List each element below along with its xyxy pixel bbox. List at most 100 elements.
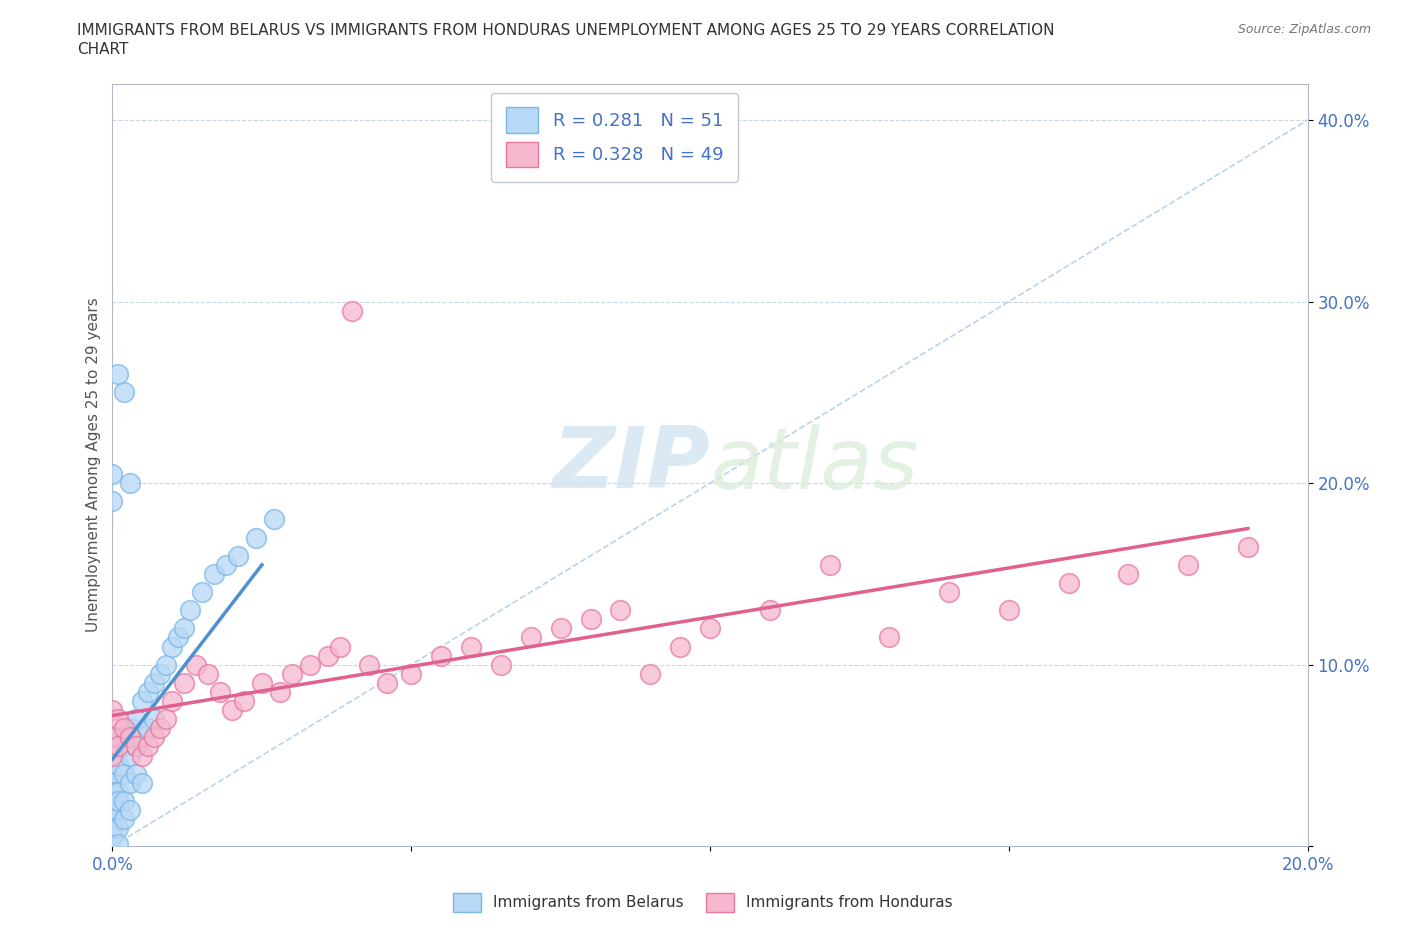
Point bbox=[143, 675, 166, 690]
Point bbox=[269, 684, 291, 699]
Point bbox=[281, 667, 304, 682]
Point bbox=[101, 467, 124, 482]
Point bbox=[107, 793, 129, 808]
Point bbox=[149, 721, 172, 736]
Point bbox=[202, 566, 225, 581]
Text: atlas: atlas bbox=[710, 423, 918, 507]
Point bbox=[179, 603, 201, 618]
Point bbox=[107, 757, 129, 772]
Point bbox=[173, 675, 195, 690]
Point bbox=[120, 803, 142, 817]
Text: Source: ZipAtlas.com: Source: ZipAtlas.com bbox=[1237, 23, 1371, 36]
Point bbox=[107, 837, 129, 852]
Point bbox=[489, 658, 512, 672]
Point bbox=[1057, 576, 1080, 591]
Point bbox=[114, 766, 135, 781]
Point bbox=[186, 658, 208, 672]
Point bbox=[101, 703, 124, 718]
Point bbox=[101, 766, 124, 781]
Point bbox=[101, 776, 124, 790]
Point bbox=[699, 621, 721, 636]
Point bbox=[879, 630, 901, 644]
Point bbox=[107, 730, 129, 745]
Point bbox=[377, 675, 399, 690]
Point bbox=[329, 639, 352, 654]
Point bbox=[162, 694, 183, 709]
Point bbox=[197, 667, 219, 682]
Point bbox=[520, 630, 543, 644]
Point bbox=[101, 730, 124, 745]
Text: ZIP: ZIP bbox=[553, 423, 710, 507]
Text: IMMIGRANTS FROM BELARUS VS IMMIGRANTS FROM HONDURAS UNEMPLOYMENT AMONG AGES 25 T: IMMIGRANTS FROM BELARUS VS IMMIGRANTS FR… bbox=[77, 23, 1054, 38]
Point bbox=[125, 711, 148, 726]
Point bbox=[155, 711, 177, 726]
Point bbox=[114, 721, 135, 736]
Point bbox=[101, 494, 124, 509]
Text: CHART: CHART bbox=[77, 42, 129, 57]
Point bbox=[149, 667, 172, 682]
Point bbox=[1237, 539, 1260, 554]
Point bbox=[101, 812, 124, 827]
Point bbox=[114, 793, 135, 808]
Point bbox=[114, 739, 135, 754]
Point bbox=[125, 739, 148, 754]
Point bbox=[191, 585, 214, 600]
Point bbox=[938, 585, 960, 600]
Point bbox=[120, 748, 142, 763]
Point bbox=[143, 730, 166, 745]
Point bbox=[101, 830, 124, 844]
Point bbox=[120, 730, 142, 745]
Point bbox=[209, 684, 232, 699]
Point bbox=[550, 621, 572, 636]
Point bbox=[460, 639, 482, 654]
Point bbox=[131, 694, 153, 709]
Point bbox=[107, 739, 129, 754]
Point bbox=[138, 739, 160, 754]
Point bbox=[101, 748, 124, 763]
Point bbox=[818, 557, 841, 572]
Point bbox=[759, 603, 782, 618]
Point bbox=[101, 799, 124, 814]
Point bbox=[167, 630, 190, 644]
Point bbox=[114, 385, 135, 400]
Point bbox=[107, 784, 129, 799]
Point bbox=[226, 549, 249, 564]
Point bbox=[579, 612, 602, 627]
Point bbox=[138, 684, 160, 699]
Y-axis label: Unemployment Among Ages 25 to 29 years: Unemployment Among Ages 25 to 29 years bbox=[86, 298, 101, 632]
Point bbox=[1118, 566, 1140, 581]
Point bbox=[221, 703, 243, 718]
Point bbox=[120, 476, 142, 491]
Point bbox=[131, 730, 153, 745]
Legend: R = 0.281   N = 51, R = 0.328   N = 49: R = 0.281 N = 51, R = 0.328 N = 49 bbox=[491, 93, 738, 181]
Point bbox=[640, 667, 662, 682]
Point bbox=[298, 658, 321, 672]
Point bbox=[609, 603, 631, 618]
Point bbox=[138, 721, 160, 736]
Point bbox=[162, 639, 183, 654]
Point bbox=[101, 784, 124, 799]
Point bbox=[340, 303, 363, 318]
Point bbox=[998, 603, 1021, 618]
Point bbox=[125, 739, 148, 754]
Point bbox=[131, 748, 153, 763]
Point bbox=[215, 557, 238, 572]
Point bbox=[233, 694, 256, 709]
Point bbox=[1177, 557, 1199, 572]
Point bbox=[120, 776, 142, 790]
Point bbox=[107, 366, 129, 381]
Point bbox=[263, 512, 285, 527]
Point bbox=[155, 658, 177, 672]
Point bbox=[107, 711, 129, 726]
Point bbox=[173, 621, 195, 636]
Point bbox=[359, 658, 381, 672]
Point bbox=[669, 639, 692, 654]
Point bbox=[430, 648, 453, 663]
Legend: Immigrants from Belarus, Immigrants from Honduras: Immigrants from Belarus, Immigrants from… bbox=[447, 887, 959, 918]
Point bbox=[107, 820, 129, 835]
Point bbox=[101, 748, 124, 763]
Point bbox=[316, 648, 339, 663]
Point bbox=[114, 812, 135, 827]
Point bbox=[101, 820, 124, 835]
Point bbox=[245, 530, 267, 545]
